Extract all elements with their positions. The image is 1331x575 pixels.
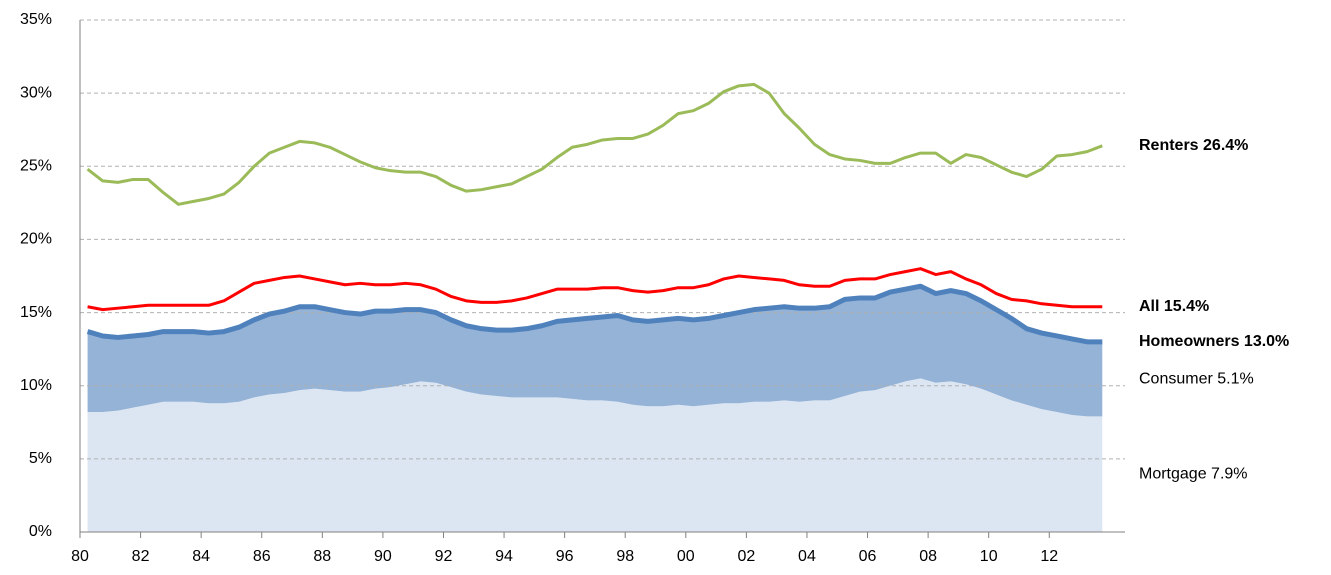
x-tick-label: 98 <box>616 548 634 565</box>
x-tick-label: 06 <box>859 548 877 565</box>
x-tick-label: 08 <box>919 548 937 565</box>
y-tick-label: 0% <box>29 523 52 540</box>
y-tick-label: 30% <box>20 84 52 101</box>
x-tick-label: 02 <box>737 548 755 565</box>
x-tick-label: 96 <box>556 548 574 565</box>
legend-label: Homeowners 13.0% <box>1139 333 1289 350</box>
x-tick-label: 90 <box>374 548 392 565</box>
x-tick-label: 00 <box>677 548 695 565</box>
legend-label: All 15.4% <box>1139 298 1209 315</box>
line <box>86 283 1103 345</box>
x-tick-label: 86 <box>253 548 271 565</box>
x-tick-label: 12 <box>1040 548 1058 565</box>
x-tick-label: 92 <box>435 548 453 565</box>
legend-label: Consumer 5.1% <box>1139 370 1254 387</box>
x-tick-label: 10 <box>980 548 998 565</box>
x-tick-label: 94 <box>495 548 513 565</box>
x-tick-label: 80 <box>71 548 89 565</box>
x-tick-label: 04 <box>798 548 816 565</box>
y-tick-label: 25% <box>20 158 52 175</box>
area <box>87 378 1103 532</box>
y-tick-label: 10% <box>20 377 52 394</box>
legend-label: Mortgage 7.9% <box>1139 465 1248 482</box>
x-tick-label: 88 <box>313 548 331 565</box>
line <box>87 267 1103 312</box>
y-tick-label: 5% <box>29 450 52 467</box>
y-tick-label: 20% <box>20 231 52 248</box>
legend-label: Renters 26.4% <box>1139 137 1248 154</box>
line <box>86 82 1103 206</box>
x-tick-label: 82 <box>132 548 150 565</box>
area <box>87 286 1103 417</box>
y-tick-label: 15% <box>20 304 52 321</box>
x-tick-label: 84 <box>192 548 210 565</box>
y-tick-label: 35% <box>20 11 52 28</box>
